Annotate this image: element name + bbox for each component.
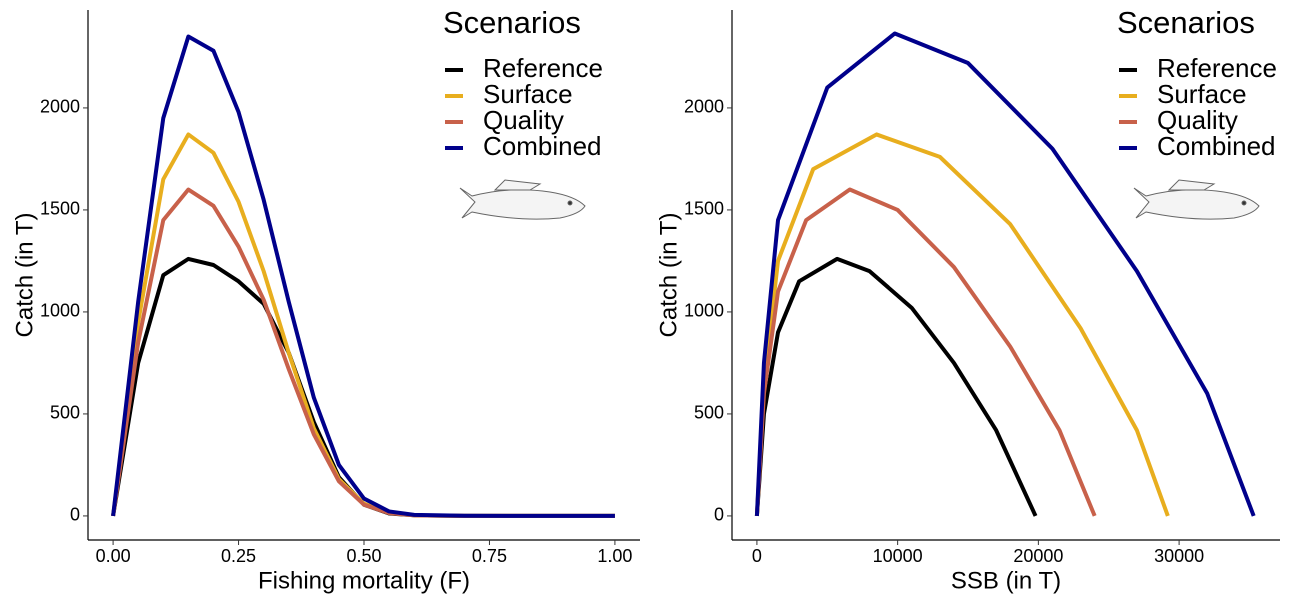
- y-tick-label: 1000: [40, 301, 80, 321]
- line: [111, 256, 615, 518]
- line: [754, 187, 1097, 517]
- legend-label: Quality: [483, 105, 564, 135]
- y-tick-label: 2000: [684, 97, 724, 117]
- y-tick-label: 1000: [684, 301, 724, 321]
- y-tick-label: 1500: [40, 199, 80, 219]
- legend-label: Reference: [483, 53, 603, 83]
- x-tick-label: 10000: [873, 546, 923, 566]
- y-tick-label: 0: [714, 505, 724, 525]
- x-tick-label: 1.00: [597, 546, 632, 566]
- y-tick-label: 500: [694, 403, 724, 423]
- x-axis-title: Fishing mortality (F): [258, 567, 470, 594]
- y-tick-label: 500: [50, 403, 80, 423]
- line: [111, 187, 615, 518]
- legend-label: Quality: [1157, 105, 1238, 135]
- y-tick-label: 1500: [684, 199, 724, 219]
- line: [111, 34, 615, 518]
- y-axis-title: Catch (in T): [655, 213, 682, 338]
- legend-label: Surface: [483, 79, 573, 109]
- x-tick-label: 0: [752, 546, 762, 566]
- x-tick-label: 0.50: [346, 546, 381, 566]
- legend-label: Surface: [1157, 79, 1247, 109]
- x-axis-title: SSB (in T): [951, 567, 1061, 594]
- legend-label: Combined: [1157, 131, 1276, 161]
- legend-label: Combined: [483, 131, 602, 161]
- legend-title: Scenarios: [1117, 5, 1255, 40]
- x-tick-label: 0.75: [472, 546, 507, 566]
- line: [754, 132, 1170, 517]
- fish-icon: [1133, 179, 1260, 220]
- y-tick-label: 2000: [40, 97, 80, 117]
- x-tick-label: 0.25: [221, 546, 256, 566]
- line: [754, 256, 1038, 517]
- y-axis-title: Catch (in T): [11, 213, 38, 338]
- x-tick-label: 0.00: [96, 546, 131, 566]
- x-tick-label: 30000: [1154, 546, 1204, 566]
- x-tick-label: 20000: [1013, 546, 1063, 566]
- y-tick-label: 0: [70, 505, 80, 525]
- line: [754, 31, 1256, 517]
- legend-title: Scenarios: [443, 5, 581, 40]
- fish-icon: [459, 179, 586, 220]
- legend-label: Reference: [1157, 53, 1277, 83]
